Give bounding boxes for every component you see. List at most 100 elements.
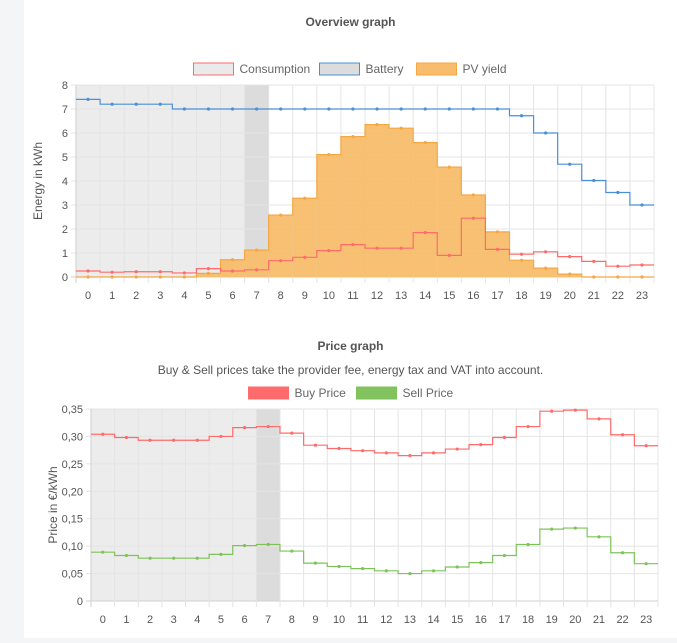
data-point <box>351 243 355 247</box>
series-0 <box>76 216 654 275</box>
data-point <box>230 258 235 262</box>
data-point <box>568 272 572 276</box>
charts-svg: Overview graph Consumption Battery PV yield… <box>31 15 659 626</box>
data-point <box>408 454 412 458</box>
x-tick-label: 15 <box>451 614 463 626</box>
data-point <box>423 141 427 145</box>
x-tick-label: 9 <box>312 614 318 626</box>
data-point <box>502 435 507 440</box>
data-point <box>101 432 105 436</box>
data-point <box>279 107 283 111</box>
y-tick-label: 0,35 <box>62 404 83 416</box>
x-tick-label: 21 <box>588 290 600 302</box>
data-point <box>134 275 138 279</box>
data-point <box>101 550 105 554</box>
x-tick-label: 23 <box>636 290 648 302</box>
overview-chart: Overview graph Consumption Battery PV yield… <box>31 15 655 302</box>
x-tick-label: 2 <box>133 290 139 302</box>
data-point <box>568 255 572 259</box>
y-tick-label: 6 <box>62 128 68 140</box>
data-point <box>384 569 388 573</box>
y-tick-label: 0 <box>62 272 68 284</box>
data-point <box>134 102 138 106</box>
x-tick-label: 20 <box>569 614 581 626</box>
x-tick-label: 10 <box>323 290 335 302</box>
data-point <box>110 275 114 279</box>
x-tick-label: 13 <box>395 290 407 302</box>
x-tick-label: 16 <box>467 290 479 302</box>
pv-bar <box>437 167 462 277</box>
legend-swatch-2 <box>416 62 457 76</box>
series-1 <box>91 526 658 576</box>
data-point <box>399 126 403 130</box>
overview-y-axis-label: Energy in kWh <box>31 142 45 220</box>
pv-bar <box>389 128 414 277</box>
series-0 <box>91 408 658 458</box>
data-point <box>290 431 294 435</box>
y-tick-label: 2 <box>62 224 68 236</box>
data-point <box>408 571 412 576</box>
data-point <box>447 107 451 111</box>
pv-bar <box>292 198 317 277</box>
series-line <box>76 98 654 206</box>
data-point <box>616 275 620 279</box>
x-tick-label: 4 <box>194 614 200 626</box>
data-point <box>195 438 199 442</box>
data-point <box>550 527 554 531</box>
x-tick-label: 12 <box>380 614 392 626</box>
data-point <box>375 107 379 111</box>
data-point <box>206 271 211 275</box>
y-tick-label: 0,05 <box>62 569 83 581</box>
data-point <box>519 114 524 118</box>
legend-label-0: Buy Price <box>295 386 347 400</box>
price-subtitle: Buy & Sell prices take the provider fee,… <box>158 363 544 377</box>
pv-bar <box>461 194 486 277</box>
data-point <box>471 216 475 220</box>
data-point <box>495 107 500 111</box>
price-y-axis-label: Price in €/kWh <box>46 466 60 543</box>
data-point <box>550 409 554 413</box>
x-tick-label: 8 <box>289 614 295 626</box>
data-point <box>471 193 475 197</box>
overview-title: Overview graph <box>305 15 395 29</box>
data-point <box>158 102 162 106</box>
data-point <box>375 123 379 127</box>
data-point <box>279 259 283 263</box>
legend-swatch-1 <box>319 62 360 76</box>
data-point <box>206 107 211 111</box>
pv-bar <box>533 268 558 277</box>
data-point <box>182 275 186 279</box>
x-tick-label: 12 <box>371 290 383 302</box>
data-point <box>423 107 427 111</box>
data-point <box>431 451 436 455</box>
data-point <box>172 438 176 442</box>
data-point <box>644 444 648 448</box>
data-point <box>573 526 577 530</box>
data-point <box>361 449 365 453</box>
y-tick-label: 0,15 <box>62 514 83 526</box>
data-point <box>242 543 247 548</box>
x-tick-label: 22 <box>612 290 624 302</box>
data-point <box>303 196 307 200</box>
x-tick-label: 15 <box>443 290 455 302</box>
pv-bar <box>365 124 390 277</box>
x-tick-label: 1 <box>123 614 129 626</box>
data-point <box>544 131 548 135</box>
x-tick-label: 19 <box>540 290 552 302</box>
data-point <box>86 97 90 101</box>
data-point <box>290 549 294 553</box>
y-tick-label: 0,30 <box>62 431 83 443</box>
data-point <box>592 275 596 279</box>
data-point <box>597 535 601 539</box>
data-point <box>230 107 235 111</box>
x-tick-label: 16 <box>475 614 487 626</box>
data-point <box>337 564 341 569</box>
data-point <box>219 434 223 439</box>
data-point <box>431 569 436 573</box>
data-point <box>195 556 199 560</box>
data-point <box>86 275 90 279</box>
x-tick-label: 0 <box>100 614 106 626</box>
x-tick-label: 23 <box>640 614 652 626</box>
price-legend: Buy Price Sell Price <box>248 386 454 400</box>
x-tick-label: 14 <box>427 614 439 626</box>
